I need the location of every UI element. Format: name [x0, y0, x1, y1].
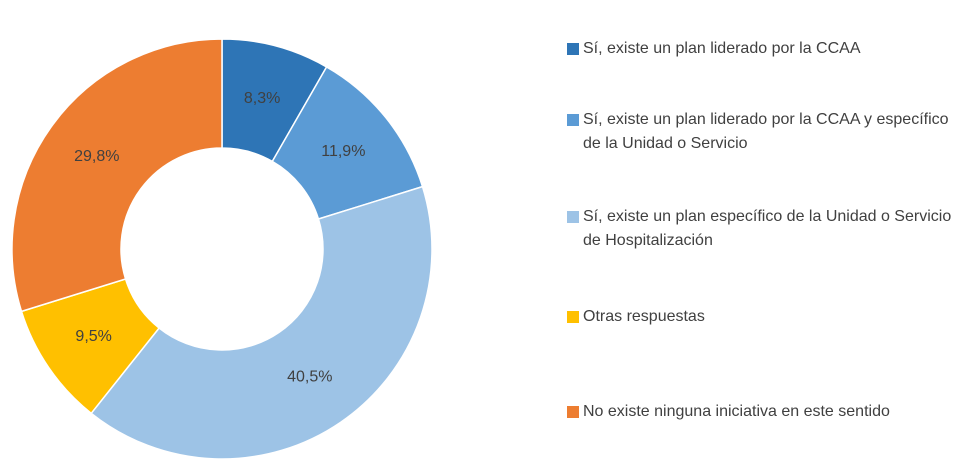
legend-label: Otras respuestas — [583, 308, 705, 325]
legend-entry: No existe ninguna iniciativa en este sen… — [567, 400, 952, 424]
legend-entry: Otras respuestas — [567, 305, 952, 329]
legend-swatch — [567, 211, 579, 223]
legend-entry: Sí, existe un plan específico de la Unid… — [567, 205, 952, 253]
data-label: 29,8% — [74, 148, 119, 165]
legend-swatch — [567, 114, 579, 126]
legend-label: Sí, existe un plan específico de la Unid… — [583, 208, 952, 249]
data-label: 11,9% — [321, 143, 365, 160]
legend-entry: Sí, existe un plan liderado por la CCAA — [567, 37, 952, 61]
data-label: 40,5% — [287, 369, 332, 386]
legend-swatch — [567, 406, 579, 418]
data-label: 8,3% — [244, 90, 280, 107]
legend-label: No existe ninguna iniciativa en este sen… — [583, 403, 890, 420]
donut-slice — [11, 38, 223, 313]
legend-swatch — [567, 43, 579, 55]
data-label: 9,5% — [75, 328, 111, 345]
legend-label: Sí, existe un plan liderado por la CCAA — [583, 40, 861, 57]
donut-slice — [90, 185, 433, 460]
legend-label: Sí, existe un plan liderado por la CCAA … — [583, 111, 949, 152]
legend-entry: Sí, existe un plan liderado por la CCAA … — [567, 108, 952, 156]
legend-swatch — [567, 311, 579, 323]
